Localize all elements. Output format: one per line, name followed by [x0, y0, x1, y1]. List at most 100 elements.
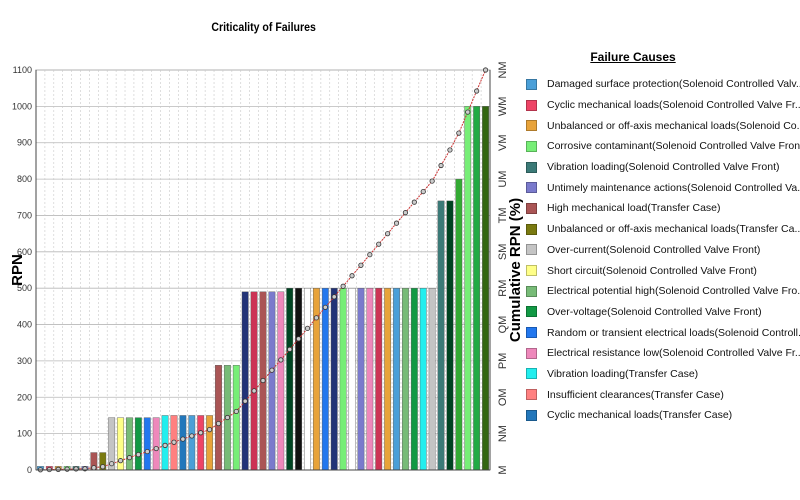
legend-label: Over-voltage(Solenoid Controlled Valve F… — [547, 305, 762, 318]
y2-tick-label: OM — [497, 388, 509, 406]
legend-item: Untimely maintenance actions(Solenoid Co… — [518, 177, 800, 198]
bar — [410, 287, 418, 471]
legend-label: Over-current(Solenoid Controlled Valve F… — [547, 243, 761, 256]
y-axis-title: RPN — [9, 254, 26, 286]
chart-title: Criticality of Failures — [211, 20, 316, 34]
cumulative-point — [64, 466, 70, 472]
y2-tick-label: M — [497, 465, 509, 474]
bar — [384, 287, 392, 471]
cumulative-point — [456, 130, 462, 136]
bar — [304, 287, 311, 471]
legend-item: Corrosive contaminant(Solenoid Controlle… — [518, 136, 800, 157]
cumulative-point — [198, 430, 204, 436]
y-tick-label: 700 — [17, 210, 32, 220]
bar — [206, 415, 213, 471]
bar — [357, 287, 365, 471]
y-tick-label: 800 — [17, 174, 32, 184]
cumulative-point — [349, 273, 355, 279]
bar — [143, 417, 151, 471]
bar — [428, 287, 436, 471]
legend-item: Unbalanced or off-axis mechanical loads(… — [518, 115, 800, 136]
y2-tick-label: TM — [497, 208, 509, 224]
bar — [286, 287, 294, 471]
legend-item: Damaged surface protection(Solenoid Cont… — [518, 74, 800, 95]
bar — [197, 415, 205, 471]
bar — [250, 291, 258, 471]
legend-swatch — [526, 327, 537, 339]
legend-swatch — [526, 265, 537, 277]
legend-label: Cyclic mechanical loads(Transfer Case) — [547, 409, 733, 422]
cumulative-point — [180, 436, 186, 442]
y-tick-label: 400 — [17, 320, 32, 330]
legend-swatch — [526, 223, 537, 235]
y-tick-label: 0 — [27, 465, 32, 475]
legend-label: Random or transient electrical loads(Sol… — [547, 326, 800, 339]
bar — [179, 415, 187, 471]
legend-swatch — [526, 120, 537, 132]
y2-axis-title: Cumulative RPN (%) — [507, 198, 524, 342]
legend-label: Cyclic mechanical loads(Solenoid Control… — [547, 99, 800, 112]
legend-swatch — [526, 99, 537, 111]
cumulative-point — [420, 188, 426, 195]
cumulative-point — [438, 162, 444, 169]
bar — [188, 415, 196, 471]
cumulative-point — [331, 294, 337, 300]
cumulative-point — [474, 88, 480, 94]
legend-label: Electrical potential high(Solenoid Contr… — [547, 285, 800, 298]
bar — [437, 200, 445, 471]
cumulative-point — [215, 420, 222, 427]
cumulative-point — [287, 346, 293, 352]
cumulative-point — [233, 408, 239, 415]
legend-label: Vibration loading(Solenoid Controlled Va… — [547, 161, 780, 174]
bar — [268, 291, 276, 471]
legend-label: Corrosive contaminant(Solenoid Controlle… — [547, 140, 800, 153]
y2-tick-label: WM — [497, 97, 509, 117]
legend-item: Random or transient electrical loads(Sol… — [518, 322, 800, 343]
legend-item: High mechanical load(Transfer Case) — [518, 198, 800, 219]
cumulative-point — [206, 427, 213, 433]
bar — [215, 365, 222, 471]
y2-tick-label: UM — [497, 171, 509, 188]
y-tick-label: 300 — [17, 356, 32, 366]
legend-swatch — [526, 389, 537, 401]
bar — [321, 287, 329, 471]
legend-swatch — [526, 202, 537, 214]
bar — [339, 287, 347, 471]
y2-tick-label: NM — [497, 61, 509, 78]
legend-label: Unbalanced or off-axis mechanical loads(… — [547, 223, 800, 236]
cumulative-point — [385, 231, 391, 237]
y2-tick-label: PM — [497, 353, 509, 370]
cumulative-point — [411, 199, 417, 205]
legend-item: Vibration loading(Solenoid Controlled Va… — [518, 157, 800, 178]
legend: Failure Causes Damaged surface protectio… — [518, 50, 800, 426]
legend-label: Electrical resistance low(Solenoid Contr… — [547, 347, 800, 360]
cumulative-point — [429, 178, 435, 184]
legend-label: Vibration loading(Transfer Case) — [547, 367, 699, 380]
cumulative-point — [358, 262, 364, 268]
bar — [295, 287, 303, 471]
bar — [473, 106, 481, 471]
bar — [241, 291, 249, 471]
cumulative-point — [117, 458, 124, 464]
cumulative-point — [482, 67, 489, 73]
y2-tick-label: VM — [497, 134, 509, 151]
y-tick-label: 500 — [17, 283, 32, 293]
y2-tick-label: SM — [497, 244, 509, 261]
bar — [152, 417, 160, 471]
legend-swatch — [526, 306, 537, 318]
bar — [375, 287, 383, 471]
legend-swatch — [526, 285, 537, 297]
cumulative-point — [55, 466, 61, 472]
legend-item: Cyclic mechanical loads(Solenoid Control… — [518, 95, 800, 116]
bar — [446, 200, 454, 471]
bar — [126, 417, 133, 471]
bar — [134, 417, 142, 471]
legend-item: Short circuit(Solenoid Controlled Valve … — [518, 260, 800, 281]
cumulative-point — [402, 210, 409, 216]
cumulative-point — [313, 315, 320, 321]
cumulative-point — [100, 464, 106, 470]
cumulative-point — [135, 452, 141, 458]
bar — [161, 415, 169, 471]
bar — [402, 287, 409, 471]
